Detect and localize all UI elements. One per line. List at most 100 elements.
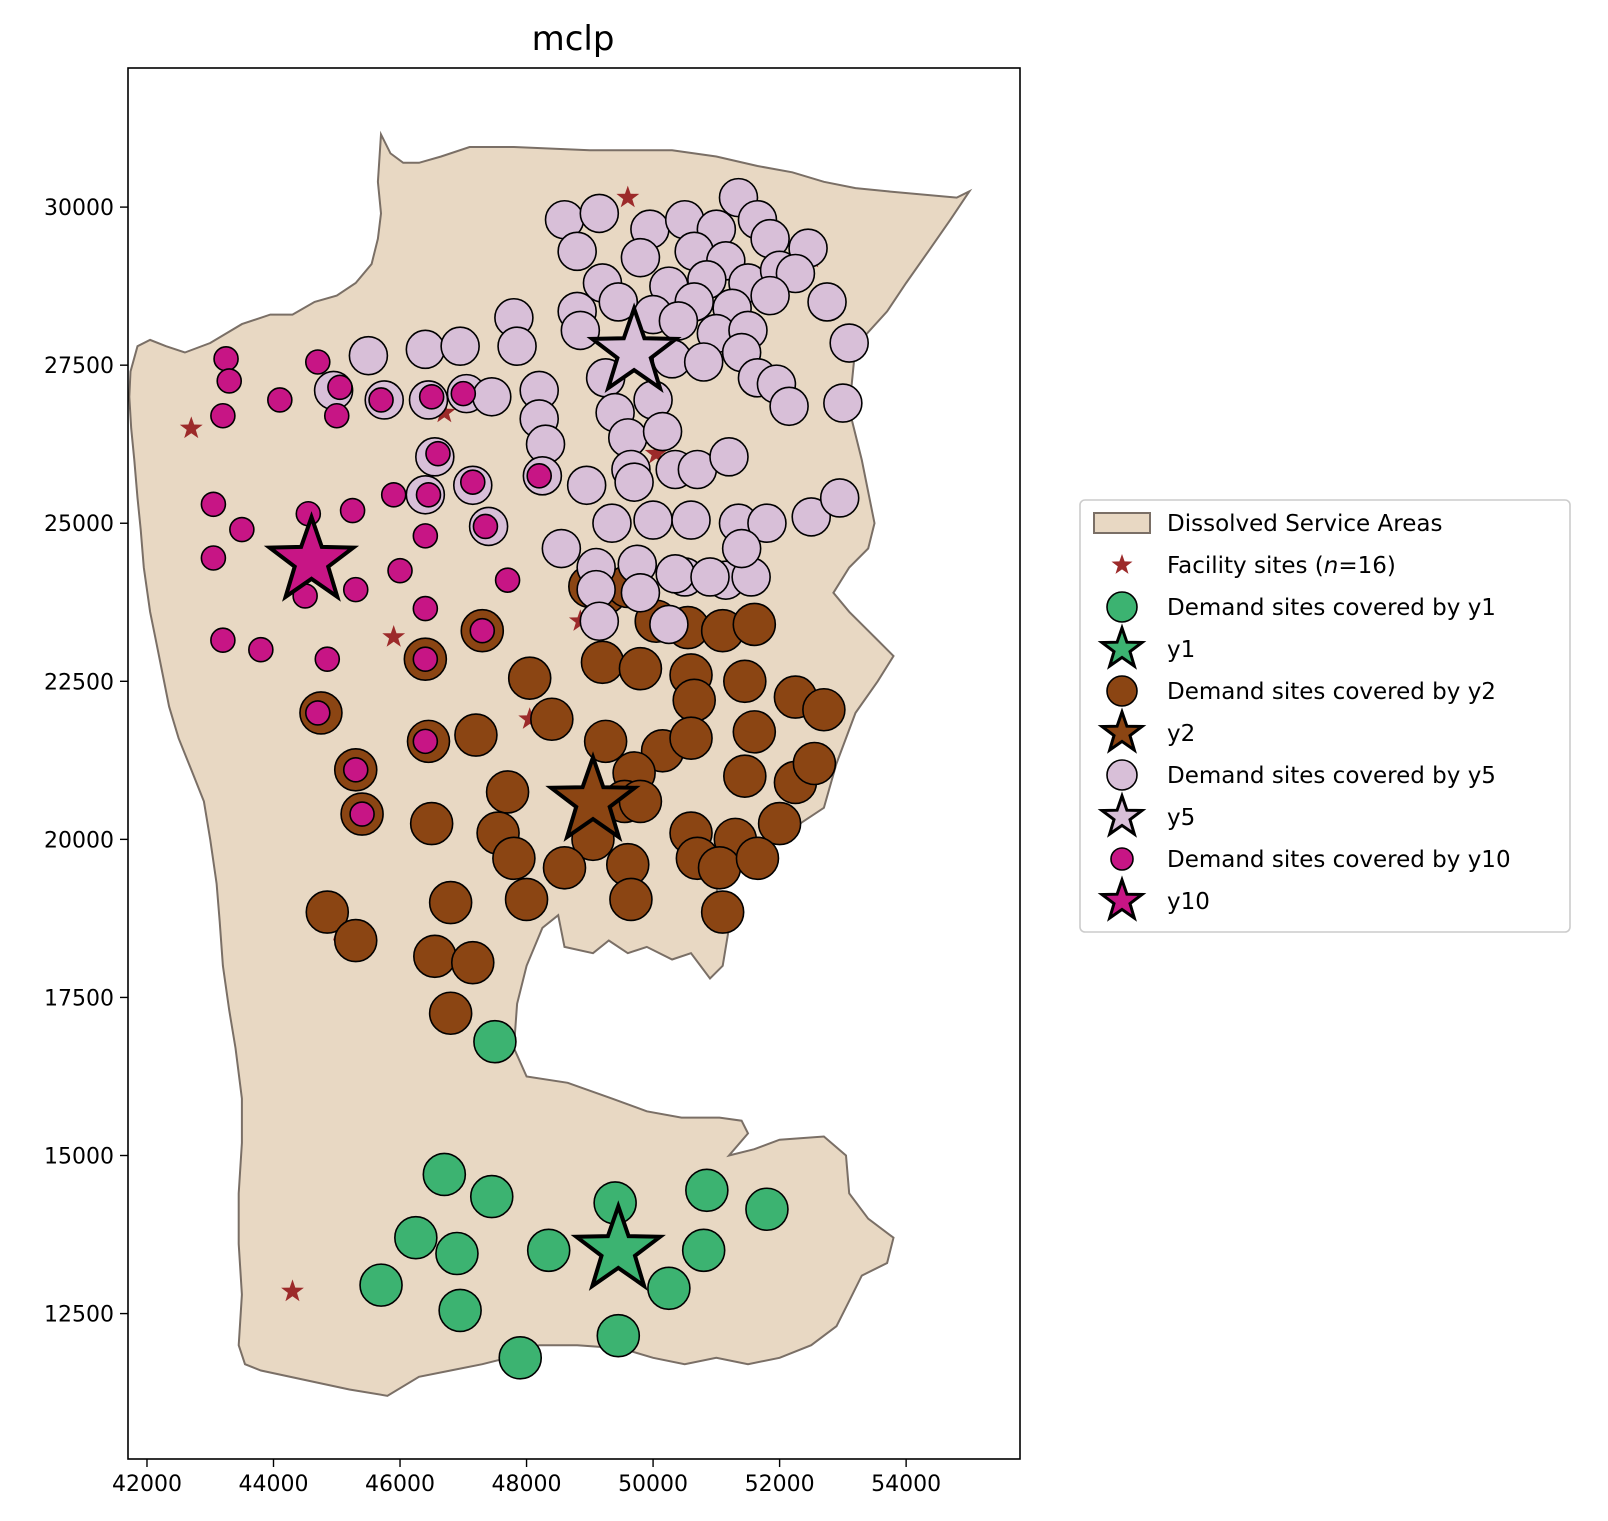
demand-site-y2: [507, 656, 552, 700]
demand-site-y5: [633, 500, 673, 540]
demand-site-y2: [542, 846, 587, 890]
demand-site-y2: [735, 836, 780, 881]
demand-site-y1: [359, 1263, 403, 1307]
facility-site-marker: [644, 441, 668, 464]
y-tick-label: 25000: [44, 512, 114, 537]
demand-site-y10: [200, 545, 227, 571]
demand-site-y10: [412, 595, 439, 622]
demand-site-y2: [580, 640, 625, 685]
demand-site-y10: [327, 374, 353, 401]
y-tick-label: 22500: [44, 670, 114, 695]
x-tick-label: 44000: [239, 1472, 309, 1497]
demand-site-y2: [428, 991, 473, 1036]
legend-swatch-demand-y10: [1110, 847, 1134, 871]
demand-site-y10: [342, 576, 369, 603]
legend-label: Demand sites covered by y2: [1167, 679, 1496, 705]
legend-swatch-star-y1: [1097, 623, 1147, 670]
demand-site-y10: [349, 801, 375, 827]
demand-site-y5: [405, 329, 446, 370]
demand-site-y10: [412, 728, 439, 755]
x-tick-label: 42000: [112, 1472, 182, 1497]
demand-site-y1: [473, 1019, 517, 1064]
demand-site-y5: [598, 282, 639, 322]
y-tick-label: 17500: [44, 986, 114, 1011]
facility-site-marker: [281, 1279, 304, 1302]
demand-site-y2: [609, 877, 653, 922]
demand-site-y2: [618, 646, 663, 691]
demand-site-y1: [745, 1187, 789, 1232]
demand-site-y2: [413, 934, 457, 979]
x-tick-label: 50000: [618, 1472, 688, 1497]
facility-star-y10: [263, 511, 360, 602]
service-area-polygon: [128, 130, 973, 1397]
demand-site-y1: [435, 1231, 479, 1276]
demand-site-y2: [485, 770, 530, 814]
demand-site-y5: [614, 462, 654, 502]
demand-site-y10: [200, 491, 227, 518]
demand-site-y5: [807, 282, 847, 322]
demand-site-y1: [526, 1228, 571, 1273]
legend-swatch-demand-y5: [1106, 759, 1138, 791]
demand-site-y5: [683, 342, 724, 382]
legend-label: Demand sites covered by y5: [1167, 763, 1496, 789]
demand-site-y10: [210, 627, 236, 654]
facility-star-y5: [586, 302, 682, 394]
demand-site-y5: [541, 528, 582, 569]
demand-site-y10: [418, 383, 445, 410]
demand-site-y5: [690, 557, 730, 597]
demand-site-y2: [428, 880, 473, 925]
demand-site-y10: [412, 523, 439, 549]
x-axis: 42000 44000 46000 48000 50000 52000 54000: [112, 1459, 941, 1497]
legend-swatch-demand-y1: [1106, 591, 1138, 623]
demand-site-y5: [721, 528, 762, 569]
demand-site-y5: [592, 503, 632, 544]
demand-site-y2: [333, 918, 378, 963]
demand-site-y5: [709, 437, 749, 477]
legend-swatch-star-y2: [1097, 707, 1147, 754]
legend-swatch-demand-y2: [1106, 675, 1138, 707]
demand-site-y2: [530, 697, 574, 742]
demand-site-y5: [579, 601, 620, 642]
demand-site-y10: [216, 368, 243, 394]
legend-box: [1079, 499, 1571, 933]
legend-label: Demand sites covered by y1: [1167, 595, 1496, 621]
demand-site-y10: [412, 646, 439, 672]
demand-site-y10: [210, 402, 236, 429]
demand-site-y10: [368, 387, 394, 413]
demand-site-y2: [669, 716, 713, 761]
demand-site-y1: [422, 1152, 467, 1197]
demand-site-y5: [747, 503, 787, 544]
demand-site-y1: [469, 1174, 514, 1219]
demand-site-y1: [394, 1215, 438, 1260]
demand-site-y2: [792, 741, 837, 786]
y-tick-label: 20000: [44, 828, 114, 853]
demand-site-y10: [314, 646, 341, 672]
y-tick-label: 12500: [44, 1303, 114, 1328]
demand-site-y10: [526, 463, 553, 489]
demand-site-y10: [450, 380, 477, 407]
demand-site-y10: [267, 387, 293, 413]
demand-site-y10: [425, 440, 451, 467]
demand-site-y5: [750, 275, 790, 316]
demand-site-y5: [829, 323, 869, 363]
demand-site-y2: [672, 678, 716, 723]
demand-site-y5: [819, 478, 860, 518]
facility-site-marker: [616, 185, 640, 208]
chart-title: mclp: [532, 19, 615, 59]
demand-site-y5: [566, 465, 607, 506]
facility-site-marker: [518, 707, 542, 729]
legend-label: Facility sites (n=16): [1167, 553, 1396, 579]
demand-site-y5: [471, 376, 512, 417]
demand-site-y5: [497, 326, 537, 367]
demand-site-y10: [472, 513, 499, 540]
y-tick-label: 30000: [44, 196, 114, 221]
demand-site-y5: [557, 231, 597, 272]
x-tick-label: 54000: [871, 1472, 941, 1497]
legend: Dissolved Service Areas Facility sites (n…: [1079, 499, 1571, 933]
demand-site-y10: [248, 636, 274, 663]
demand-site-y10: [304, 700, 331, 726]
demand-site-y2: [732, 710, 777, 754]
demand-site-y10: [459, 469, 486, 495]
demand-site-y1: [681, 1228, 726, 1273]
demand-site-y5: [620, 237, 661, 278]
